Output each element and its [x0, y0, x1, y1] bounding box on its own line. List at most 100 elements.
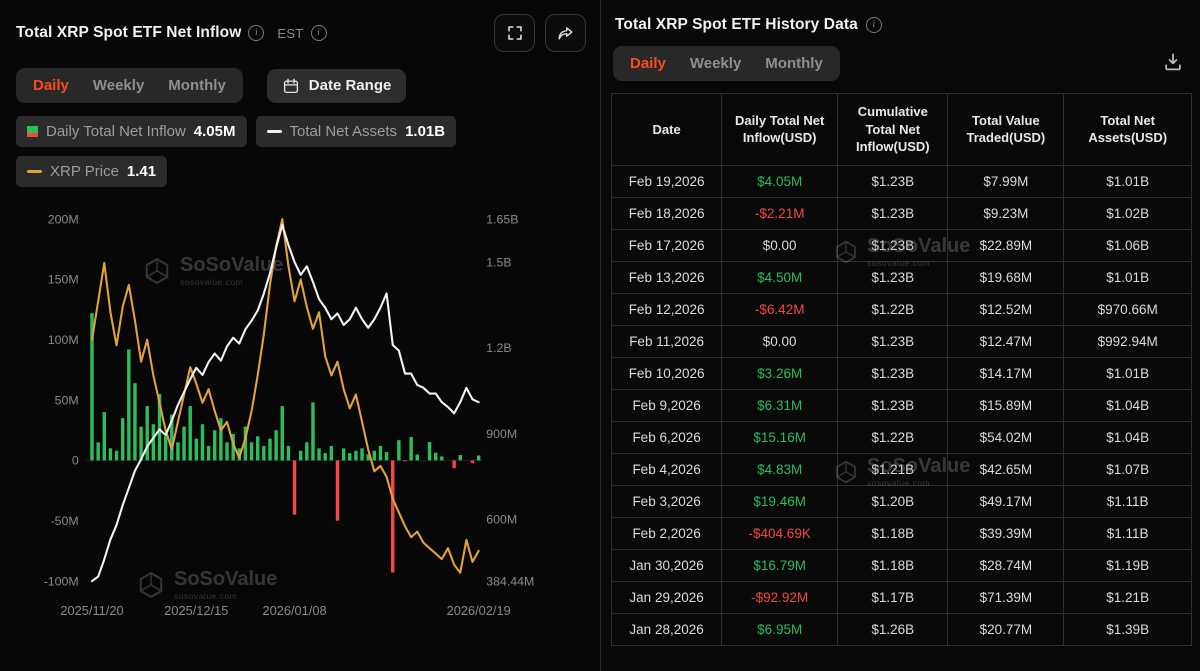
combo-chart[interactable]: 200M 150M 100M 50M 0 -50M -100M 1.65B 1.5B 1.2B 90…	[16, 189, 586, 633]
table-cell: $1.22B	[837, 420, 949, 454]
tab-monthly[interactable]: Monthly	[168, 77, 226, 94]
table-cell: $12.47M	[947, 324, 1065, 358]
left-axis-tick: 100M	[48, 333, 79, 347]
tab-monthly[interactable]: Monthly	[765, 55, 823, 72]
table-cell: $1.21B	[837, 452, 949, 486]
table-cell: Feb 13,2026	[610, 260, 723, 294]
legend-label: XRP Price	[50, 163, 119, 180]
table-cell: $3.26M	[721, 356, 839, 390]
tab-daily[interactable]: Daily	[630, 55, 666, 72]
line-swatch-icon	[266, 129, 282, 134]
tab-daily[interactable]: Daily	[33, 77, 69, 94]
table-cell: $28.74M	[947, 548, 1065, 582]
table-cell: $1.06B	[1063, 228, 1192, 262]
table-cell: $992.94M	[1063, 324, 1192, 358]
table-cell: Feb 18,2026	[610, 196, 723, 230]
chart-title: Total XRP Spot ETF Net Inflow	[16, 24, 242, 41]
total-net-assets-line[interactable]	[90, 223, 480, 583]
tab-weekly[interactable]: Weekly	[92, 77, 145, 94]
history-panel: Total XRP Spot ETF History Data i Daily W…	[600, 0, 1200, 671]
calendar-icon	[283, 78, 298, 93]
table-row: Feb 12,2026 -$6.42M $1.22B $12.52M $970.66M	[610, 292, 1192, 326]
right-axis-tick: 1.65B	[486, 212, 518, 226]
table-cell: $1.20B	[837, 484, 949, 518]
table-cell: $1.18B	[837, 516, 949, 550]
table-cell: Feb 3,2026	[610, 484, 723, 518]
table-cell: $1.01B	[1063, 356, 1192, 390]
share-button[interactable]	[545, 14, 586, 52]
table-cell: $4.83M	[721, 452, 839, 486]
table-row: Feb 4,2026 $4.83M $1.21B $42.65M $1.07B	[610, 452, 1192, 486]
table-cell: $1.23B	[837, 260, 949, 294]
chart-area: 200M 150M 100M 50M 0 -50M -100M 1.65B 1.5B 1.2B 90…	[16, 189, 586, 633]
chart-panel: Total XRP Spot ETF Net Inflow i EST i	[16, 14, 586, 633]
est-label: EST	[277, 25, 304, 41]
table-cell: $1.23B	[837, 356, 949, 390]
table-cell: Feb 4,2026	[610, 452, 723, 486]
table-cell: $1.26B	[837, 612, 949, 646]
chart-controls: Daily Weekly Monthly Date Range	[16, 68, 586, 103]
xrp-price-line[interactable]	[90, 218, 480, 574]
table-row: Feb 9,2026 $6.31M $1.23B $15.89M $1.04B	[610, 388, 1192, 422]
legend-value: 1.41	[126, 163, 157, 180]
table-cell: -$6.42M	[721, 292, 839, 326]
table-cell: $7.99M	[947, 164, 1065, 198]
right-axis-tick: 1.2B	[486, 341, 511, 355]
column-header: Date	[610, 93, 723, 166]
column-header: Total Value Traded(USD)	[947, 93, 1065, 166]
table-row: Jan 28,2026 $6.95M $1.26B $20.77M $1.39B	[610, 612, 1192, 646]
table-cell: $1.23B	[837, 324, 949, 358]
column-header: Daily Total Net Inflow(USD)	[721, 93, 839, 166]
left-axis-tick: 50M	[55, 393, 79, 407]
table-cell: $1.01B	[1063, 260, 1192, 294]
info-icon[interactable]: i	[248, 25, 265, 41]
table-cell: $71.39M	[947, 580, 1065, 614]
table-cell: $1.23B	[837, 388, 949, 422]
daily-net-inflow-bars[interactable]	[90, 313, 481, 573]
table-cell: $6.31M	[721, 388, 839, 422]
history-info-icon[interactable]: i	[865, 17, 882, 33]
history-header: Total XRP Spot ETF History Data i	[611, 16, 1192, 34]
table-cell: $1.19B	[1063, 548, 1192, 582]
table-cell: -$404.69K	[721, 516, 839, 550]
table-cell: $1.18B	[837, 548, 949, 582]
legend-total-net-assets[interactable]: Total Net Assets 1.01B	[255, 116, 457, 147]
table-cell: -$2.21M	[721, 196, 839, 230]
table-cell: $970.66M	[1063, 292, 1192, 326]
table-row: Feb 17,2026 $0.00 $1.23B $22.89M $1.06B	[610, 228, 1192, 262]
legend-daily-total-net-inflow[interactable]: Daily Total Net Inflow 4.05M	[16, 116, 247, 147]
table-row: Feb 2,2026 -$404.69K $1.18B $39.39M $1.11B	[610, 516, 1192, 550]
table-cell: Feb 17,2026	[610, 228, 723, 262]
left-axis-tick: 0	[72, 454, 79, 468]
right-axis-tick: 600M	[486, 513, 517, 527]
table-row: Jan 30,2026 $16.79M $1.18B $28.74M $1.19B	[610, 548, 1192, 582]
legend-label: Total Net Assets	[289, 123, 398, 140]
tab-weekly[interactable]: Weekly	[689, 55, 742, 72]
download-button[interactable]	[1154, 47, 1192, 80]
x-axis-tick: 2025/11/20	[60, 603, 123, 618]
table-row: Jan 29,2026 -$92.92M $1.17B $71.39M $1.21B	[610, 580, 1192, 614]
table-cell: $1.17B	[837, 580, 949, 614]
fullscreen-button[interactable]	[494, 14, 535, 52]
table-row: Feb 18,2026 -$2.21M $1.23B $9.23M $1.02B	[610, 196, 1192, 230]
column-header: Total Net Assets(USD)	[1063, 93, 1192, 166]
table-cell: $19.68M	[947, 260, 1065, 294]
table-row: Feb 3,2026 $19.46M $1.20B $49.17M $1.11B	[610, 484, 1192, 518]
table-cell: Jan 30,2026	[610, 548, 723, 582]
table-cell: $12.52M	[947, 292, 1065, 326]
x-axis-tick: 2026/02/19	[447, 603, 511, 618]
left-axis-tick: -100M	[44, 574, 79, 588]
table-cell: Feb 2,2026	[610, 516, 723, 550]
legend-xrp-price[interactable]: XRP Price 1.41	[16, 156, 168, 187]
table-cell: $1.04B	[1063, 388, 1192, 422]
table-cell: $1.11B	[1063, 484, 1192, 518]
right-axis-tick: 1.5B	[486, 255, 511, 269]
est-info-icon[interactable]: i	[310, 25, 327, 41]
table-cell: $49.17M	[947, 484, 1065, 518]
table-cell: $1.04B	[1063, 420, 1192, 454]
x-axis-tick: 2026/01/08	[262, 603, 326, 618]
date-range-button[interactable]: Date Range	[266, 68, 407, 103]
table-cell: Jan 29,2026	[610, 580, 723, 614]
table-row: Feb 13,2026 $4.50M $1.23B $19.68M $1.01B	[610, 260, 1192, 294]
